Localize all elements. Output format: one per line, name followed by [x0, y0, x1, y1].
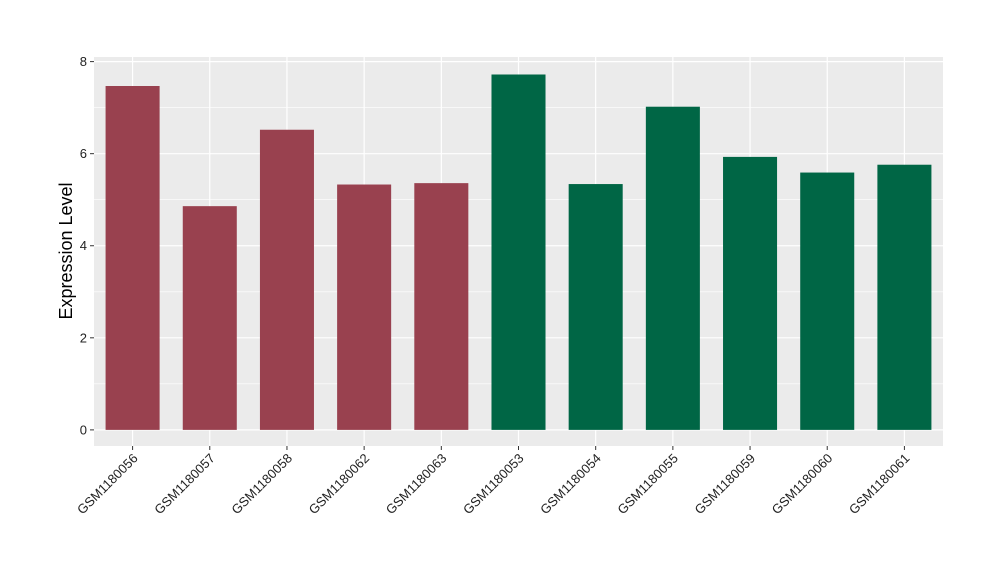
bar [800, 172, 855, 430]
x-tick-label: GSM1180058 [228, 451, 295, 518]
x-tick-label: GSM1180061 [846, 451, 913, 518]
bar [414, 183, 469, 430]
y-axis-title: Expression Level [56, 182, 76, 319]
bar [645, 106, 700, 430]
x-tick-label: GSM1180056 [74, 451, 141, 518]
x-tick-label: GSM1180055 [614, 451, 681, 518]
y-tick-label: 2 [80, 330, 87, 345]
bar [182, 206, 237, 430]
x-tick-label: GSM1180063 [383, 451, 450, 518]
bar [337, 184, 392, 430]
x-tick-label: GSM1180054 [537, 451, 604, 518]
x-tick-label: GSM1180057 [151, 451, 218, 518]
y-tick-label: 0 [80, 422, 87, 437]
x-tick-label: GSM1180060 [769, 451, 836, 518]
x-tick-label: GSM1180059 [692, 451, 759, 518]
bar [723, 156, 778, 430]
bar [105, 86, 160, 430]
y-tick-label: 6 [80, 146, 87, 161]
y-axis: 0 2 4 6 8 [80, 54, 94, 437]
bar [491, 74, 546, 430]
bar [568, 184, 623, 430]
x-axis: GSM1180056 GSM1180057 GSM1180058 GSM1180062… [74, 446, 913, 518]
bar [877, 164, 932, 430]
x-tick-label: GSM1180062 [306, 451, 373, 518]
bar [259, 129, 314, 430]
y-tick-label: 8 [80, 54, 87, 69]
bars [105, 74, 932, 430]
y-tick-label: 4 [80, 238, 87, 253]
x-tick-label: GSM1180053 [460, 451, 527, 518]
